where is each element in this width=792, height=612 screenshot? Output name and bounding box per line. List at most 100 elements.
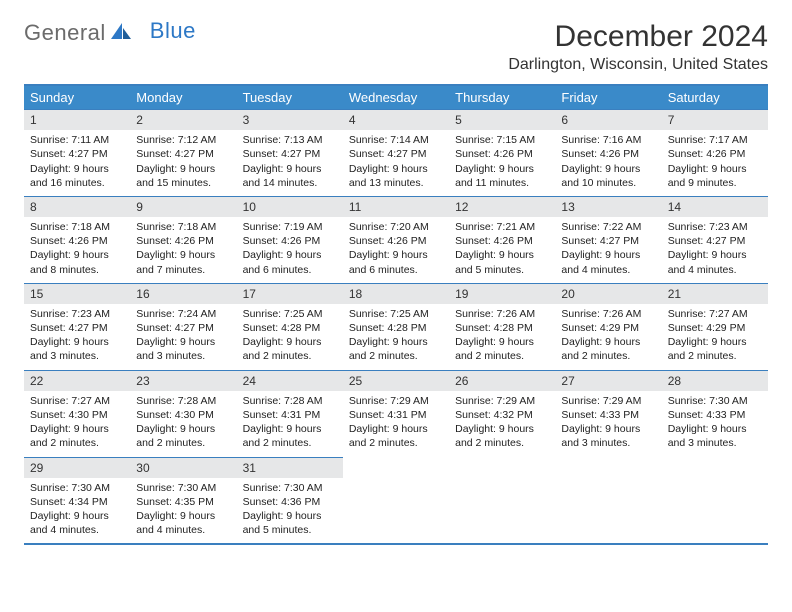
logo-word-1: General <box>24 20 106 46</box>
day-details: Sunrise: 7:25 AMSunset: 4:28 PMDaylight:… <box>343 304 449 370</box>
calendar-body: 1Sunrise: 7:11 AMSunset: 4:27 PMDaylight… <box>24 109 768 544</box>
day-details: Sunrise: 7:26 AMSunset: 4:28 PMDaylight:… <box>449 304 555 370</box>
day-details: Sunrise: 7:21 AMSunset: 4:26 PMDaylight:… <box>449 217 555 283</box>
day-header: Sunday <box>24 85 130 109</box>
day-number: 27 <box>555 370 661 391</box>
calendar-cell: 21Sunrise: 7:27 AMSunset: 4:29 PMDayligh… <box>662 283 768 370</box>
day-details: Sunrise: 7:13 AMSunset: 4:27 PMDaylight:… <box>237 130 343 196</box>
calendar-cell: 26Sunrise: 7:29 AMSunset: 4:32 PMDayligh… <box>449 370 555 457</box>
logo-word-2: Blue <box>150 18 196 44</box>
day-details: Sunrise: 7:11 AMSunset: 4:27 PMDaylight:… <box>24 130 130 196</box>
day-number: 28 <box>662 370 768 391</box>
day-details: Sunrise: 7:29 AMSunset: 4:33 PMDaylight:… <box>555 391 661 457</box>
calendar-header-row: SundayMondayTuesdayWednesdayThursdayFrid… <box>24 85 768 109</box>
calendar-table: SundayMondayTuesdayWednesdayThursdayFrid… <box>24 84 768 545</box>
day-number: 4 <box>343 109 449 130</box>
month-title: December 2024 <box>508 20 768 54</box>
calendar-cell: 20Sunrise: 7:26 AMSunset: 4:29 PMDayligh… <box>555 283 661 370</box>
calendar-week-row: 29Sunrise: 7:30 AMSunset: 4:34 PMDayligh… <box>24 457 768 545</box>
calendar-cell: 3Sunrise: 7:13 AMSunset: 4:27 PMDaylight… <box>237 109 343 196</box>
calendar-cell: 1Sunrise: 7:11 AMSunset: 4:27 PMDaylight… <box>24 109 130 196</box>
day-number: 30 <box>130 457 236 478</box>
day-details: Sunrise: 7:20 AMSunset: 4:26 PMDaylight:… <box>343 217 449 283</box>
day-number: 17 <box>237 283 343 304</box>
day-header: Tuesday <box>237 85 343 109</box>
day-header: Thursday <box>449 85 555 109</box>
calendar-cell: 4Sunrise: 7:14 AMSunset: 4:27 PMDaylight… <box>343 109 449 196</box>
day-details: Sunrise: 7:12 AMSunset: 4:27 PMDaylight:… <box>130 130 236 196</box>
calendar-cell: 19Sunrise: 7:26 AMSunset: 4:28 PMDayligh… <box>449 283 555 370</box>
day-number: 8 <box>24 196 130 217</box>
day-number: 9 <box>130 196 236 217</box>
day-details: Sunrise: 7:25 AMSunset: 4:28 PMDaylight:… <box>237 304 343 370</box>
title-block: December 2024 Darlington, Wisconsin, Uni… <box>508 20 768 74</box>
calendar-cell: 14Sunrise: 7:23 AMSunset: 4:27 PMDayligh… <box>662 196 768 283</box>
day-details: Sunrise: 7:18 AMSunset: 4:26 PMDaylight:… <box>130 217 236 283</box>
calendar-cell: 30Sunrise: 7:30 AMSunset: 4:35 PMDayligh… <box>130 457 236 545</box>
day-details: Sunrise: 7:26 AMSunset: 4:29 PMDaylight:… <box>555 304 661 370</box>
day-details: Sunrise: 7:30 AMSunset: 4:33 PMDaylight:… <box>662 391 768 457</box>
calendar-cell: 7Sunrise: 7:17 AMSunset: 4:26 PMDaylight… <box>662 109 768 196</box>
calendar-cell: 2Sunrise: 7:12 AMSunset: 4:27 PMDaylight… <box>130 109 236 196</box>
day-header: Friday <box>555 85 661 109</box>
logo-sail-icon <box>110 20 132 46</box>
calendar-cell: 25Sunrise: 7:29 AMSunset: 4:31 PMDayligh… <box>343 370 449 457</box>
day-number: 26 <box>449 370 555 391</box>
day-details: Sunrise: 7:29 AMSunset: 4:32 PMDaylight:… <box>449 391 555 457</box>
day-number: 16 <box>130 283 236 304</box>
day-details: Sunrise: 7:23 AMSunset: 4:27 PMDaylight:… <box>662 217 768 283</box>
day-number: 14 <box>662 196 768 217</box>
location-label: Darlington, Wisconsin, United States <box>508 56 768 74</box>
day-number: 22 <box>24 370 130 391</box>
calendar-cell: 9Sunrise: 7:18 AMSunset: 4:26 PMDaylight… <box>130 196 236 283</box>
calendar-cell <box>662 457 768 545</box>
day-details: Sunrise: 7:19 AMSunset: 4:26 PMDaylight:… <box>237 217 343 283</box>
day-number: 29 <box>24 457 130 478</box>
day-header: Wednesday <box>343 85 449 109</box>
logo: General Blue <box>24 20 196 46</box>
day-number: 5 <box>449 109 555 130</box>
calendar-cell: 22Sunrise: 7:27 AMSunset: 4:30 PMDayligh… <box>24 370 130 457</box>
calendar-cell: 28Sunrise: 7:30 AMSunset: 4:33 PMDayligh… <box>662 370 768 457</box>
calendar-week-row: 8Sunrise: 7:18 AMSunset: 4:26 PMDaylight… <box>24 196 768 283</box>
calendar-cell: 27Sunrise: 7:29 AMSunset: 4:33 PMDayligh… <box>555 370 661 457</box>
day-details: Sunrise: 7:28 AMSunset: 4:31 PMDaylight:… <box>237 391 343 457</box>
day-number: 10 <box>237 196 343 217</box>
calendar-cell <box>555 457 661 545</box>
calendar-cell: 5Sunrise: 7:15 AMSunset: 4:26 PMDaylight… <box>449 109 555 196</box>
calendar-week-row: 15Sunrise: 7:23 AMSunset: 4:27 PMDayligh… <box>24 283 768 370</box>
day-number: 20 <box>555 283 661 304</box>
day-details: Sunrise: 7:27 AMSunset: 4:29 PMDaylight:… <box>662 304 768 370</box>
day-details: Sunrise: 7:22 AMSunset: 4:27 PMDaylight:… <box>555 217 661 283</box>
day-number: 24 <box>237 370 343 391</box>
day-number: 19 <box>449 283 555 304</box>
day-header: Monday <box>130 85 236 109</box>
day-number: 1 <box>24 109 130 130</box>
day-details: Sunrise: 7:23 AMSunset: 4:27 PMDaylight:… <box>24 304 130 370</box>
day-details: Sunrise: 7:30 AMSunset: 4:35 PMDaylight:… <box>130 478 236 544</box>
calendar-cell: 23Sunrise: 7:28 AMSunset: 4:30 PMDayligh… <box>130 370 236 457</box>
day-details: Sunrise: 7:17 AMSunset: 4:26 PMDaylight:… <box>662 130 768 196</box>
day-number: 25 <box>343 370 449 391</box>
calendar-cell: 18Sunrise: 7:25 AMSunset: 4:28 PMDayligh… <box>343 283 449 370</box>
day-details: Sunrise: 7:30 AMSunset: 4:36 PMDaylight:… <box>237 478 343 544</box>
day-details: Sunrise: 7:15 AMSunset: 4:26 PMDaylight:… <box>449 130 555 196</box>
calendar-cell: 13Sunrise: 7:22 AMSunset: 4:27 PMDayligh… <box>555 196 661 283</box>
day-details: Sunrise: 7:30 AMSunset: 4:34 PMDaylight:… <box>24 478 130 544</box>
calendar-cell: 16Sunrise: 7:24 AMSunset: 4:27 PMDayligh… <box>130 283 236 370</box>
calendar-cell <box>449 457 555 545</box>
day-number: 12 <box>449 196 555 217</box>
day-details: Sunrise: 7:29 AMSunset: 4:31 PMDaylight:… <box>343 391 449 457</box>
calendar-cell: 12Sunrise: 7:21 AMSunset: 4:26 PMDayligh… <box>449 196 555 283</box>
day-header: Saturday <box>662 85 768 109</box>
calendar-cell: 31Sunrise: 7:30 AMSunset: 4:36 PMDayligh… <box>237 457 343 545</box>
day-details: Sunrise: 7:24 AMSunset: 4:27 PMDaylight:… <box>130 304 236 370</box>
calendar-cell: 15Sunrise: 7:23 AMSunset: 4:27 PMDayligh… <box>24 283 130 370</box>
day-details: Sunrise: 7:28 AMSunset: 4:30 PMDaylight:… <box>130 391 236 457</box>
day-number: 11 <box>343 196 449 217</box>
day-number: 6 <box>555 109 661 130</box>
calendar-cell: 17Sunrise: 7:25 AMSunset: 4:28 PMDayligh… <box>237 283 343 370</box>
day-details: Sunrise: 7:18 AMSunset: 4:26 PMDaylight:… <box>24 217 130 283</box>
day-number: 23 <box>130 370 236 391</box>
day-number: 13 <box>555 196 661 217</box>
